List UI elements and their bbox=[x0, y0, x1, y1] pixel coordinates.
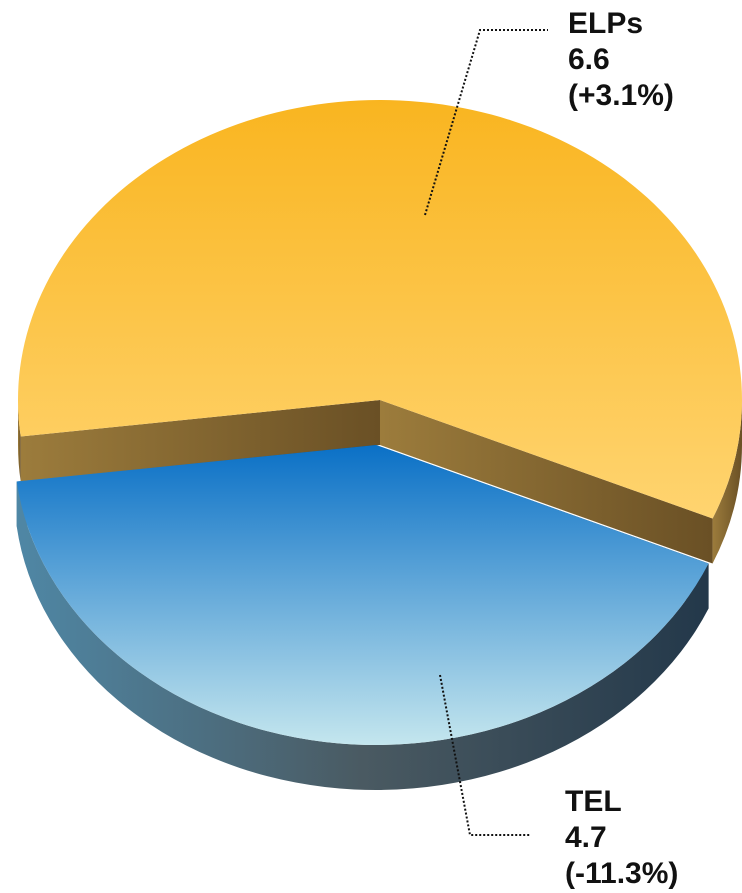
value-label: 6.6 bbox=[568, 43, 610, 76]
value-label: 4.7 bbox=[565, 821, 607, 854]
slice-side bbox=[18, 400, 21, 482]
slice-label: TEL bbox=[565, 785, 622, 818]
slice-side bbox=[20, 400, 380, 482]
slice bbox=[18, 100, 742, 519]
slice-label: ELPs bbox=[568, 7, 643, 40]
slice-side bbox=[380, 400, 713, 564]
slice-side bbox=[712, 400, 742, 564]
pie bbox=[16, 100, 742, 791]
slice-side bbox=[16, 481, 709, 791]
slice bbox=[16, 445, 709, 746]
change-label: (+3.1%) bbox=[568, 79, 674, 112]
leader-line bbox=[424, 29, 548, 216]
change-label: (-11.3%) bbox=[565, 857, 678, 890]
